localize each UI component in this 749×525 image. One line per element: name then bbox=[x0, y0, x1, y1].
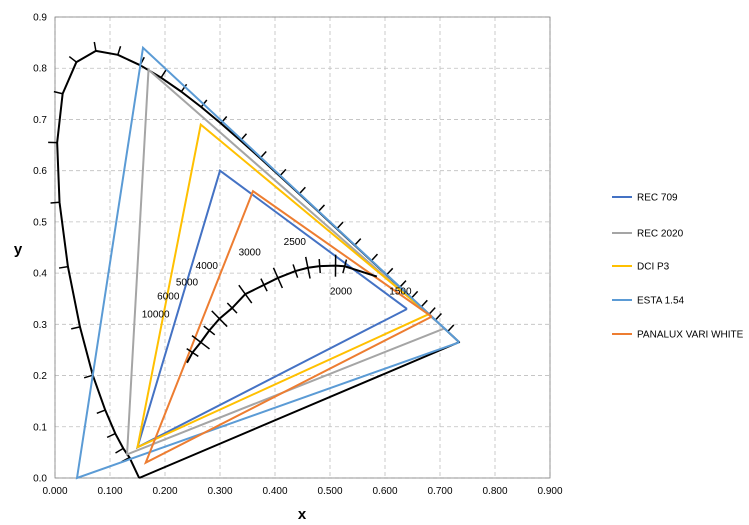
x-tick-label: 0.600 bbox=[372, 486, 397, 497]
locus-tick bbox=[370, 253, 379, 262]
locus-tick bbox=[317, 204, 326, 213]
x-tick-label: 0.700 bbox=[427, 486, 452, 497]
cct-label-4000: 4000 bbox=[196, 261, 219, 272]
y-tick-label: 0.2 bbox=[33, 371, 47, 382]
cct-label-5000: 5000 bbox=[176, 277, 199, 288]
cct-label-6000: 6000 bbox=[157, 292, 180, 303]
locus-tick bbox=[93, 41, 97, 52]
x-axis: 0.000 0.100 0.200 0.300 0.400 0.500 0.600 0.700… bbox=[42, 486, 562, 497]
isotemp-tick bbox=[186, 347, 199, 358]
locus-tick bbox=[115, 447, 124, 454]
isotemp-tick bbox=[272, 267, 284, 289]
cct-label-3000: 3000 bbox=[239, 248, 262, 259]
locus-tick bbox=[58, 265, 69, 269]
legend-label: ESTA 1.54 bbox=[637, 296, 685, 307]
y-tick-label: 0.3 bbox=[33, 320, 47, 331]
locus-tick bbox=[410, 290, 419, 299]
isotemp-tick bbox=[211, 310, 228, 328]
planckian-locus bbox=[186, 254, 378, 364]
y-tick-label: 0.9 bbox=[33, 13, 47, 24]
y-tick-label: 0.6 bbox=[33, 166, 47, 177]
x-tick-label: 0.400 bbox=[262, 486, 287, 497]
legend-label: PANALUX VARI WHITE bbox=[637, 330, 744, 341]
locus-tick bbox=[434, 312, 442, 321]
locus-tick bbox=[298, 186, 306, 195]
locus-tick bbox=[180, 83, 188, 93]
isotemp-tick bbox=[292, 264, 299, 278]
gridlines bbox=[54, 16, 551, 479]
locus-tick bbox=[399, 280, 407, 288]
locus-tick bbox=[106, 432, 116, 439]
cct-label-1500: 1500 bbox=[389, 287, 412, 298]
locus-tick bbox=[53, 90, 63, 95]
x-tick-label: 0.100 bbox=[97, 486, 122, 497]
locus-tick bbox=[160, 69, 167, 79]
plot-border bbox=[54, 16, 551, 479]
cct-label-2000: 2000 bbox=[330, 287, 353, 298]
plot-area bbox=[55, 17, 550, 478]
x-tick-label: 0.800 bbox=[482, 486, 507, 497]
locus-tick bbox=[428, 307, 436, 315]
locus-tick bbox=[117, 46, 122, 56]
series-dci-p3 bbox=[136, 122, 430, 449]
x-axis-title: x bbox=[298, 506, 307, 523]
isotemp-tick bbox=[304, 256, 311, 279]
x-tick-label: 0.200 bbox=[152, 486, 177, 497]
series-panalux-vari-white bbox=[143, 189, 433, 465]
y-axis-title: y bbox=[14, 241, 23, 258]
locus-tick bbox=[83, 374, 94, 379]
x-tick-label: 0.300 bbox=[207, 486, 232, 497]
locus-tick bbox=[420, 299, 428, 308]
isotemp-tick bbox=[203, 325, 216, 336]
isotemp-tick bbox=[226, 302, 238, 314]
x-tick-label: 0.500 bbox=[317, 486, 342, 497]
locus-tick bbox=[96, 409, 106, 414]
series-esta-1-54 bbox=[75, 45, 460, 480]
locus-tick bbox=[386, 267, 394, 276]
x-tick-label: 0.000 bbox=[42, 486, 67, 497]
isotemp-tick bbox=[318, 259, 321, 274]
locus-tick bbox=[447, 324, 455, 333]
y-tick-label: 0.1 bbox=[33, 422, 47, 433]
x-tick-label: 0.900 bbox=[537, 486, 562, 497]
cct-label-2500: 2500 bbox=[284, 237, 307, 248]
cct-labels: 10000 6000 5000 4000 3000 2500 2000 1500 bbox=[142, 237, 412, 321]
legend-label: REC 709 bbox=[637, 193, 678, 204]
legend-label: DCI P3 bbox=[637, 262, 670, 273]
locus-tick bbox=[336, 221, 344, 230]
series-rec-709 bbox=[135, 169, 408, 450]
locus-tick bbox=[50, 201, 60, 204]
gamut-triangles bbox=[75, 45, 460, 480]
y-tick-label: 0.4 bbox=[33, 269, 47, 280]
isotemp-tick bbox=[260, 278, 268, 292]
y-tick-label: 0.5 bbox=[33, 217, 47, 228]
legend: REC 709 REC 2020 DCI P3 ESTA 1.54 PANALUX VA… bbox=[612, 193, 744, 341]
y-tick-label: 0.8 bbox=[33, 64, 47, 75]
y-tick-label: 0.0 bbox=[33, 474, 47, 485]
isotemp-tick bbox=[342, 259, 348, 274]
isotemp-tick bbox=[238, 284, 253, 304]
y-tick-label: 0.7 bbox=[33, 115, 47, 126]
isotemp-tick bbox=[191, 334, 210, 350]
locus-tick bbox=[354, 238, 362, 246]
cct-label-10000: 10000 bbox=[142, 310, 170, 321]
legend-label: REC 2020 bbox=[637, 229, 684, 240]
y-axis: 0.0 0.1 0.2 0.3 0.4 0.5 0.6 0.7 0.8 0.9 bbox=[33, 13, 47, 485]
locus-tick bbox=[68, 55, 77, 63]
locus-tick bbox=[71, 326, 81, 330]
